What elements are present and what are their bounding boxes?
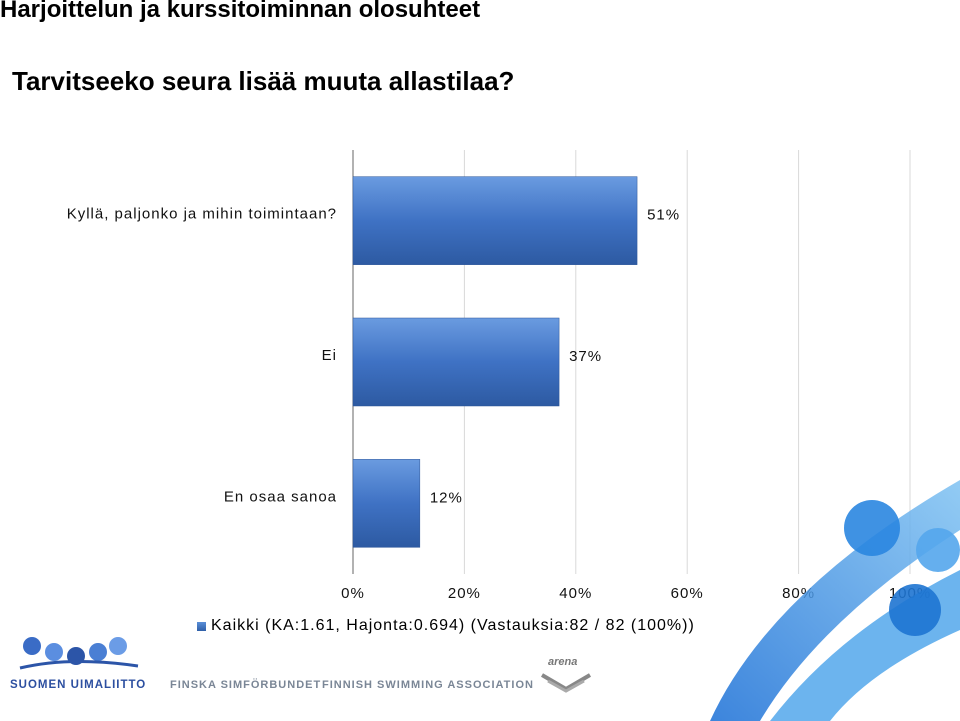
org-name-sv: FINSKA SIMFÖRBUNDET xyxy=(170,679,322,691)
bar xyxy=(352,459,421,548)
category-label: En osaa sanoa xyxy=(224,488,337,505)
x-tick-label: 20% xyxy=(448,585,481,602)
x-tick-label: 0% xyxy=(341,585,365,602)
bar-chart: 0%20%40%60%80%100%Kyllä, paljonko ja mih… xyxy=(67,150,930,602)
org-name-en: FINNISH SWIMMING ASSOCIATION xyxy=(322,679,534,691)
chart-legend: Kaikki (KA:1.61, Hajonta:0.694) (Vastauk… xyxy=(197,617,695,635)
question-heading: Tarvitseeko seura lisää muuta allastilaa… xyxy=(12,66,515,96)
data-label: 37% xyxy=(569,348,602,365)
decorative-swoosh-graphic xyxy=(710,480,960,721)
legend-swatch xyxy=(197,621,206,631)
sponsor-name: arena xyxy=(548,656,578,668)
sponsor-logo xyxy=(540,673,592,693)
org-name-fi: SUOMEN UIMALIITTO xyxy=(10,679,147,691)
x-tick-label: 40% xyxy=(559,585,592,602)
bar xyxy=(352,176,638,265)
data-label: 51% xyxy=(647,207,680,224)
bar xyxy=(352,317,560,407)
category-label: Ei xyxy=(322,347,337,364)
data-label: 12% xyxy=(430,489,463,506)
x-tick-label: 60% xyxy=(671,585,704,602)
swimming-association-logo xyxy=(19,637,139,670)
page-title: Harjoittelun ja kurssitoiminnan olosuhte… xyxy=(0,0,481,23)
legend-label: Kaikki (KA:1.61, Hajonta:0.694) (Vastauk… xyxy=(211,617,695,634)
category-label: Kyllä, paljonko ja mihin toimintaan? xyxy=(67,206,337,223)
